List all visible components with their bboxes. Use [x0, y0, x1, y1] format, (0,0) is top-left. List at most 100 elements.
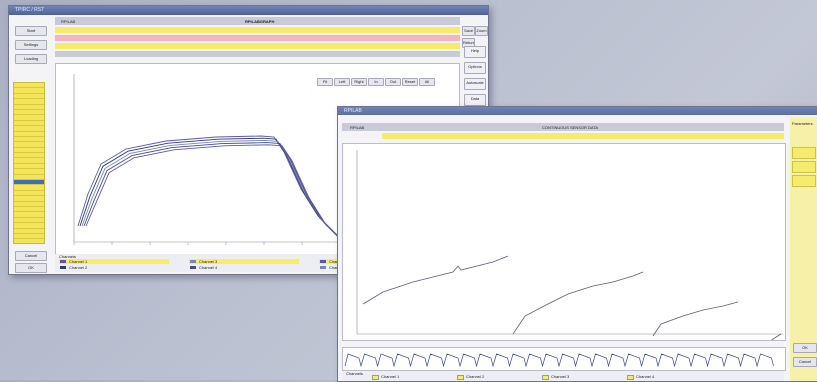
- param-box-1[interactable]: [792, 147, 816, 159]
- side-option-2[interactable]: Options: [464, 62, 486, 74]
- right-button-2[interactable]: Zoom: [475, 26, 488, 36]
- info-row-3: [55, 43, 460, 49]
- list-item[interactable]: [14, 233, 44, 240]
- right-panel: Parameters: [790, 117, 817, 381]
- list-item[interactable]: [14, 185, 44, 191]
- list-item[interactable]: [14, 99, 44, 105]
- curve-chart: [73, 74, 451, 246]
- list-item[interactable]: [14, 158, 44, 164]
- header-center-label: CONTINUOUS SENSOR DATA: [542, 125, 599, 130]
- list-item[interactable]: [14, 163, 44, 170]
- legend-item[interactable]: Channel 1: [59, 259, 169, 264]
- param-box-2[interactable]: [792, 161, 816, 173]
- legend-swatch: [190, 266, 196, 269]
- legend-label: Channel 4: [199, 265, 218, 270]
- legend-item[interactable]: Channel 4: [189, 265, 299, 270]
- curve-series-1: [77, 135, 349, 243]
- list-item[interactable]: [14, 190, 44, 197]
- zoom-button-3[interactable]: Right: [351, 78, 367, 86]
- legend-swatch: [320, 260, 326, 263]
- window-titlebar: TPIRC / RST: [9, 6, 488, 15]
- curve-series-5: [85, 144, 357, 246]
- list-item[interactable]: [14, 239, 44, 243]
- zoom-button-1[interactable]: Fit: [317, 78, 333, 86]
- window-titlebar: RPILAB: [338, 107, 817, 115]
- list-item[interactable]: [14, 153, 44, 159]
- list-item[interactable]: [14, 131, 44, 137]
- left-button-2[interactable]: Settings: [15, 40, 47, 50]
- list-item[interactable]: [14, 206, 44, 213]
- legend-label: Channel 1: [381, 374, 400, 379]
- zoom-button-7[interactable]: All: [419, 78, 435, 86]
- legend-label: Channel 1: [69, 259, 88, 264]
- legend-item[interactable]: Channel 4: [627, 374, 702, 380]
- list-item[interactable]: [14, 136, 44, 143]
- list-item[interactable]: [14, 174, 44, 181]
- segment-2: [512, 271, 644, 335]
- list-item[interactable]: [14, 201, 44, 207]
- list-item[interactable]: [14, 142, 44, 148]
- side-option-1[interactable]: Help: [464, 46, 486, 58]
- zoom-button-4[interactable]: In: [368, 78, 384, 86]
- list-item[interactable]: [14, 104, 44, 110]
- list-item[interactable]: [14, 228, 44, 234]
- legend-swatch: [320, 266, 326, 269]
- list-item[interactable]: [14, 93, 44, 100]
- legend-item[interactable]: Channel 3: [542, 374, 617, 380]
- segment-1: [362, 255, 509, 305]
- param-box-3[interactable]: [792, 175, 816, 187]
- list-item[interactable]: [14, 212, 44, 218]
- legend-swatch: [190, 260, 196, 263]
- list-item[interactable]: [14, 88, 44, 94]
- legend-swatch: [60, 260, 66, 263]
- legend-label: Channel 2: [466, 374, 485, 379]
- list-item[interactable]: [14, 217, 44, 224]
- zoom-button-5[interactable]: Out: [385, 78, 401, 86]
- right-panel-label: Parameters: [792, 121, 813, 126]
- legend-swatch: [542, 375, 549, 380]
- info-row-4: [55, 51, 460, 57]
- side-option-3[interactable]: Autoscale: [464, 78, 486, 90]
- legend-swatch: [60, 266, 66, 269]
- list-item[interactable]: [14, 115, 44, 121]
- segment-3: [652, 301, 739, 337]
- left-button-3[interactable]: Loading: [15, 54, 47, 64]
- navigation-strip[interactable]: [342, 347, 786, 371]
- left-button-1[interactable]: Start: [15, 26, 47, 36]
- list-item[interactable]: [14, 196, 44, 202]
- file-list[interactable]: [13, 82, 45, 244]
- legend-label: Channel 4: [636, 374, 655, 379]
- chart-panel: [342, 143, 786, 365]
- list-item[interactable]: [14, 109, 44, 116]
- list-item[interactable]: [14, 169, 44, 175]
- list-item[interactable]: [14, 180, 44, 186]
- legend-label: Channel 3: [199, 259, 218, 264]
- list-item[interactable]: [14, 147, 44, 154]
- overview-chart: [344, 353, 774, 368]
- header-left-label: RPILAB: [61, 19, 76, 24]
- bottom-button-2[interactable]: Cancel: [793, 357, 817, 367]
- info-row-2: [55, 35, 460, 41]
- window-title: RPILAB: [344, 108, 362, 114]
- info-row: [382, 133, 784, 139]
- curve-series-3: [81, 139, 353, 243]
- list-item[interactable]: [14, 126, 44, 132]
- list-item[interactable]: [14, 120, 44, 127]
- legend-item[interactable]: Channel 2: [457, 374, 532, 380]
- bottom-button-1[interactable]: Cancel: [15, 251, 47, 261]
- right-button-1[interactable]: Save: [462, 26, 475, 36]
- header-bar: RPILAB CONTINUOUS SENSOR DATA: [342, 123, 784, 131]
- bottom-button-2[interactable]: OK: [15, 263, 47, 273]
- zoom-button-2[interactable]: Left: [334, 78, 350, 86]
- legend-item[interactable]: Channel 2: [59, 265, 169, 270]
- legend-item[interactable]: Channel 1: [372, 374, 447, 380]
- zoom-button-6[interactable]: Reset: [402, 78, 418, 86]
- bottom-button-1[interactable]: OK: [793, 343, 817, 353]
- list-item[interactable]: [14, 83, 44, 89]
- list-item[interactable]: [14, 223, 44, 229]
- side-option-4[interactable]: Data: [464, 94, 486, 106]
- segment-4: [752, 333, 782, 365]
- legend-item[interactable]: Channel 3: [189, 259, 299, 264]
- header-center-label: RPILABGRAPH: [245, 19, 275, 24]
- curve-series-2: [79, 137, 351, 243]
